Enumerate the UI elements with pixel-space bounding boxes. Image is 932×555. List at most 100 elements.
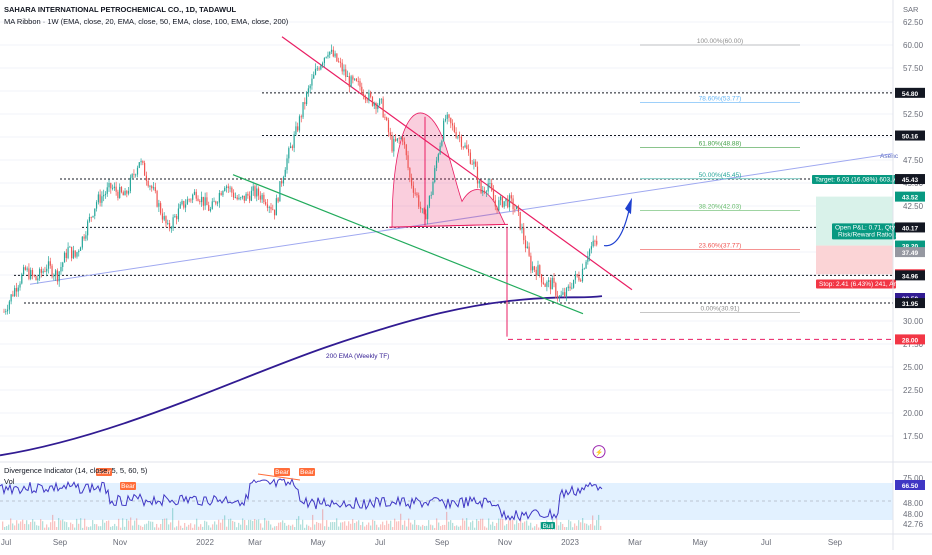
volume-bar (246, 525, 248, 530)
candle-body (256, 188, 258, 197)
price-tag-label: 34.96 (902, 273, 919, 280)
candle-body (63, 252, 66, 263)
volume-bar (512, 519, 514, 530)
candle-body (414, 192, 416, 194)
volume-bar (198, 526, 200, 530)
y-tick-label: 57.50 (903, 64, 924, 73)
volume-bar (458, 526, 460, 530)
candle-body (311, 78, 313, 86)
y-tick-label: 27.50 (903, 340, 924, 349)
candle-body (533, 266, 536, 270)
candle-body (165, 216, 167, 224)
candle-body (87, 221, 89, 236)
candle-body (85, 235, 87, 239)
volume-bar (564, 527, 566, 530)
candle-body (482, 190, 484, 193)
volume-bar (42, 521, 44, 530)
candle-body (359, 81, 361, 87)
volume-bar (18, 523, 20, 530)
wedge-lower-line (232, 174, 584, 315)
volume-bar (402, 524, 404, 530)
candle-body (320, 65, 322, 70)
volume-bar (230, 518, 232, 530)
candle-body (298, 116, 301, 131)
candle-body (503, 201, 505, 207)
candle-body (111, 188, 114, 189)
volume-bar (212, 524, 214, 530)
price-tag (895, 270, 925, 281)
candle-body (375, 103, 377, 109)
volume-bar (356, 521, 358, 530)
candle-body (471, 163, 473, 165)
candle-body (473, 161, 475, 165)
bear-label-box (96, 468, 112, 476)
candle-body (309, 85, 311, 89)
volume-bar (26, 520, 28, 530)
candle-body (79, 247, 82, 251)
candle-body (336, 53, 338, 62)
volume-bar (140, 525, 142, 530)
candle-body (594, 240, 596, 242)
volume-bar (452, 522, 454, 530)
volume-bar (370, 525, 372, 530)
volume-bar (94, 524, 96, 530)
candle-body (304, 102, 306, 105)
volume-bar (182, 527, 184, 530)
volume-bar (138, 524, 140, 530)
volume-bar (300, 524, 302, 530)
target-label: Target: 6.03 (16.08%) 603, Amount: (815, 177, 918, 184)
volume-bar (572, 527, 574, 530)
candle-body (3, 311, 5, 313)
candle-body (555, 283, 557, 296)
bear-divergence-line (257, 473, 301, 481)
candle-body (245, 193, 247, 201)
candle-body (277, 198, 279, 202)
fib-label: 0.00%(30.91) (700, 306, 739, 313)
candle-body (266, 204, 269, 208)
volume-bar (398, 521, 400, 530)
candle-body (284, 169, 286, 178)
candle-body (209, 208, 212, 211)
volume-bar (416, 524, 418, 530)
candle-body (430, 194, 432, 196)
volume-bar (154, 527, 156, 530)
volume-bar (184, 522, 186, 530)
candle-body (451, 123, 454, 126)
volume-bar (84, 518, 86, 530)
volume-bar (144, 524, 146, 530)
volume-bar (362, 521, 364, 530)
volume-bar (450, 520, 452, 530)
candle-body (403, 141, 406, 145)
volume-bar (216, 524, 218, 530)
candle-body (370, 92, 372, 97)
candle-body (387, 120, 390, 133)
candle-body (548, 280, 550, 282)
candle-body (498, 200, 500, 211)
candle-body (24, 267, 26, 270)
volume-bar (186, 526, 188, 530)
candle-body (151, 186, 153, 189)
candle-body (460, 136, 463, 147)
volume-bar (162, 519, 164, 530)
volume-bar (348, 521, 350, 530)
candle-body (393, 139, 395, 152)
candle-body (252, 186, 254, 191)
candle-body (327, 54, 329, 57)
candle-body (450, 117, 452, 124)
candle-body (567, 286, 569, 289)
volume-bar (236, 527, 238, 530)
volume-bar (386, 520, 388, 530)
candle-body (580, 280, 582, 282)
volume-bar (284, 522, 286, 530)
candle-body (55, 270, 57, 276)
y-tick-label: 17.50 (903, 432, 924, 441)
volume-bar (304, 527, 306, 530)
volume-bar (482, 518, 484, 530)
volume-bar (60, 520, 62, 530)
candle-body (323, 57, 325, 64)
candle-body (366, 99, 368, 101)
candle-body (229, 187, 231, 189)
candle-body (496, 206, 498, 211)
candle-body (140, 160, 142, 163)
